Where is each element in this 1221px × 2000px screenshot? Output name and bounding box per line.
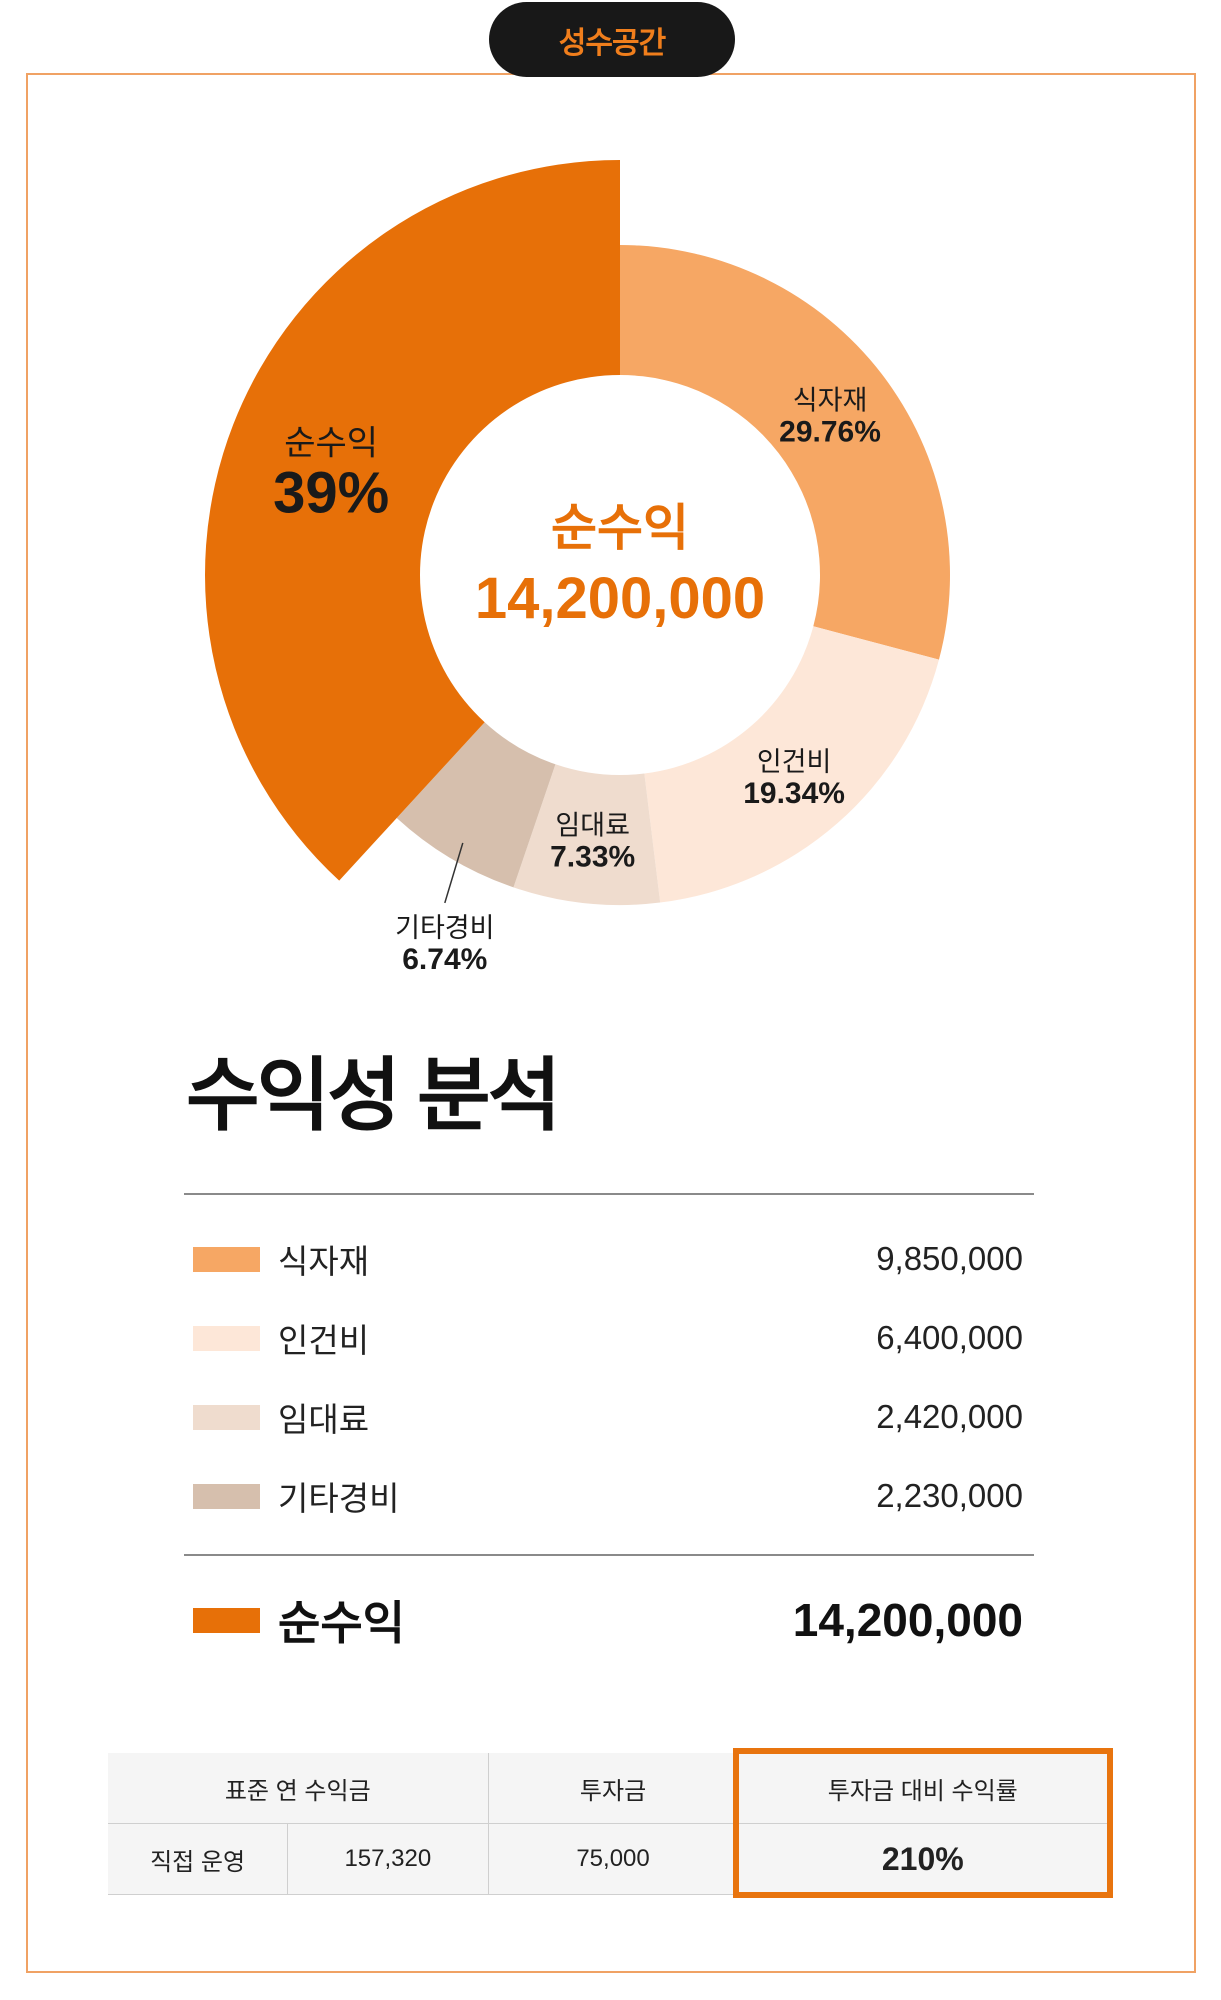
legend-name: 식자재 [278,1243,370,1280]
swatch-net-profit [193,1607,260,1633]
divider-bottom [184,1554,1034,1556]
total-name: 순수익 [278,1597,405,1649]
slice-percent-label: 39% [273,460,389,525]
slice-0 [620,245,950,660]
total-value: 14,200,000 [792,1594,1023,1646]
row-label: 직접 운영 [108,1823,289,1895]
legend-name: 인건비 [278,1322,370,1359]
legend-row-net-profit: 순수익 14,200,000 [193,1590,1023,1650]
legend-row-labor: 인건비 6,400,000 [193,1313,1023,1363]
slice-name-label: 순수익 [284,424,378,462]
summary-table: 표준 연 수익금 투자금 투자금 대비 수익률 직접 운영 157,320 75… [108,1753,1109,1895]
legend-row-other: 기타경비 2,230,000 [193,1471,1023,1521]
slice-name-label: 식자재 [793,385,868,415]
legend-value: 2,230,000 [876,1477,1023,1514]
legend-value: 6,400,000 [876,1319,1023,1356]
legend-row-food: 식자재 9,850,000 [193,1234,1023,1284]
summary-header-row: 표준 연 수익금 투자금 투자금 대비 수익률 [108,1753,1109,1824]
slice-percent-label: 7.33% [550,841,635,874]
legend-row-rent: 임대료 2,420,000 [193,1392,1023,1442]
header-investment: 투자금 [487,1753,739,1824]
center-value: 14,200,000 [475,566,765,631]
swatch-other [193,1483,260,1509]
leader-line [444,842,464,904]
center-label: 순수익 [551,500,689,556]
legend-name: 기타경비 [278,1480,400,1517]
annual-value: 157,320 [287,1823,489,1895]
slice-1 [644,626,939,903]
slice-name-label: 인건비 [757,747,832,777]
swatch-food [193,1246,260,1272]
slice-name-label: 임대료 [555,811,630,841]
investment-value: 75,000 [487,1823,739,1895]
header-roi: 투자금 대비 수익률 [737,1753,1109,1824]
slice-percent-label: 6.74% [402,943,487,976]
slice-percent-label: 29.76% [779,415,881,448]
slice-4 [205,160,620,881]
slice-name-label: 기타경비 [395,913,494,943]
roi-value: 210% [737,1823,1109,1895]
swatch-labor [193,1325,260,1351]
divider-top [184,1193,1034,1195]
brand-tab: 성수공간 [489,2,735,77]
summary-data-row: 직접 운영 157,320 75,000 210% [108,1823,1109,1895]
legend-name: 임대료 [278,1401,370,1438]
slice-percent-label: 19.34% [743,777,845,810]
slice-2 [513,764,661,905]
legend-value: 9,850,000 [876,1240,1023,1277]
legend-value: 2,420,000 [876,1398,1023,1435]
swatch-rent [193,1404,260,1430]
header-annual: 표준 연 수익금 [108,1753,489,1824]
section-title: 수익성 분석 [186,1051,561,1140]
slice-3 [396,722,556,888]
